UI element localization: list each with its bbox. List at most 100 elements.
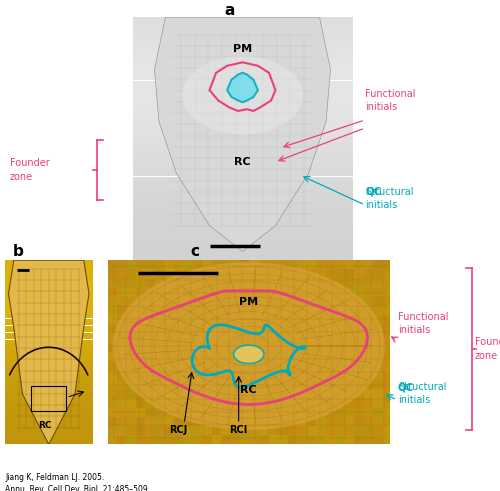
Bar [117, 306, 126, 316]
Bar [108, 343, 117, 353]
Bar [344, 306, 354, 316]
Bar [364, 398, 373, 408]
Bar [382, 288, 392, 297]
Bar [364, 270, 373, 279]
Bar [335, 435, 344, 444]
Bar [132, 38, 352, 40]
Bar [146, 380, 155, 389]
Bar [132, 195, 352, 197]
Bar [202, 426, 212, 435]
Bar [132, 72, 352, 74]
Bar [132, 230, 352, 232]
Bar [5, 375, 92, 377]
Bar [288, 389, 297, 398]
Bar [297, 306, 306, 316]
Bar [136, 398, 145, 408]
Bar [364, 288, 373, 297]
Bar [373, 417, 382, 426]
Bar [155, 279, 164, 288]
Bar [354, 297, 364, 306]
Bar [5, 416, 92, 419]
Bar [5, 423, 92, 426]
Bar [164, 260, 174, 270]
Bar [288, 288, 297, 297]
Bar [250, 343, 259, 353]
Bar [5, 370, 92, 372]
Bar [117, 389, 126, 398]
Bar [193, 353, 202, 361]
Ellipse shape [112, 262, 385, 430]
Bar [316, 288, 326, 297]
Bar [193, 297, 202, 306]
Bar [164, 361, 174, 371]
Bar [132, 156, 352, 158]
Bar [132, 44, 352, 46]
Bar [5, 342, 92, 344]
Bar [222, 288, 231, 297]
Bar [136, 316, 145, 325]
Bar [117, 398, 126, 408]
Bar [132, 107, 352, 109]
Bar [344, 371, 354, 380]
Bar [132, 232, 352, 234]
Bar [132, 29, 352, 31]
Bar [222, 398, 231, 408]
Bar [316, 325, 326, 334]
Bar [250, 316, 259, 325]
Bar [250, 389, 259, 398]
Bar [373, 398, 382, 408]
Bar [382, 343, 392, 353]
Bar [222, 408, 231, 417]
Bar [326, 361, 335, 371]
Bar [132, 101, 352, 103]
Bar [5, 405, 92, 407]
Bar [164, 297, 174, 306]
Bar [250, 408, 259, 417]
Bar [174, 435, 184, 444]
Bar [146, 389, 155, 398]
Bar [202, 380, 212, 389]
Bar [335, 417, 344, 426]
Bar [132, 79, 352, 81]
Bar [259, 380, 268, 389]
Bar [250, 334, 259, 343]
Bar [344, 426, 354, 435]
Bar [364, 361, 373, 371]
Bar [136, 297, 145, 306]
Bar [132, 248, 352, 250]
Bar [250, 306, 259, 316]
Bar [132, 240, 352, 242]
Bar [174, 297, 184, 306]
Bar [136, 353, 145, 361]
Bar [132, 58, 352, 60]
Bar [259, 325, 268, 334]
Bar [373, 389, 382, 398]
Bar [132, 179, 352, 181]
Bar [155, 325, 164, 334]
Bar [132, 27, 352, 29]
Bar [5, 258, 92, 260]
Bar [354, 270, 364, 279]
Bar [5, 440, 92, 442]
Bar [250, 361, 259, 371]
Bar [278, 389, 287, 398]
Bar [212, 389, 222, 398]
Bar [268, 426, 278, 435]
Bar [297, 270, 306, 279]
Bar [250, 426, 259, 435]
Bar [231, 316, 240, 325]
Bar [288, 260, 297, 270]
Bar [132, 219, 352, 221]
Bar [326, 371, 335, 380]
Bar [132, 242, 352, 244]
Bar [5, 337, 92, 339]
Text: QC: QC [398, 382, 414, 392]
Bar [259, 279, 268, 288]
Bar [335, 343, 344, 353]
Bar [108, 334, 117, 343]
Bar [108, 371, 117, 380]
Bar [132, 154, 352, 156]
Bar [136, 279, 145, 288]
Bar [297, 343, 306, 353]
Bar [132, 50, 352, 52]
